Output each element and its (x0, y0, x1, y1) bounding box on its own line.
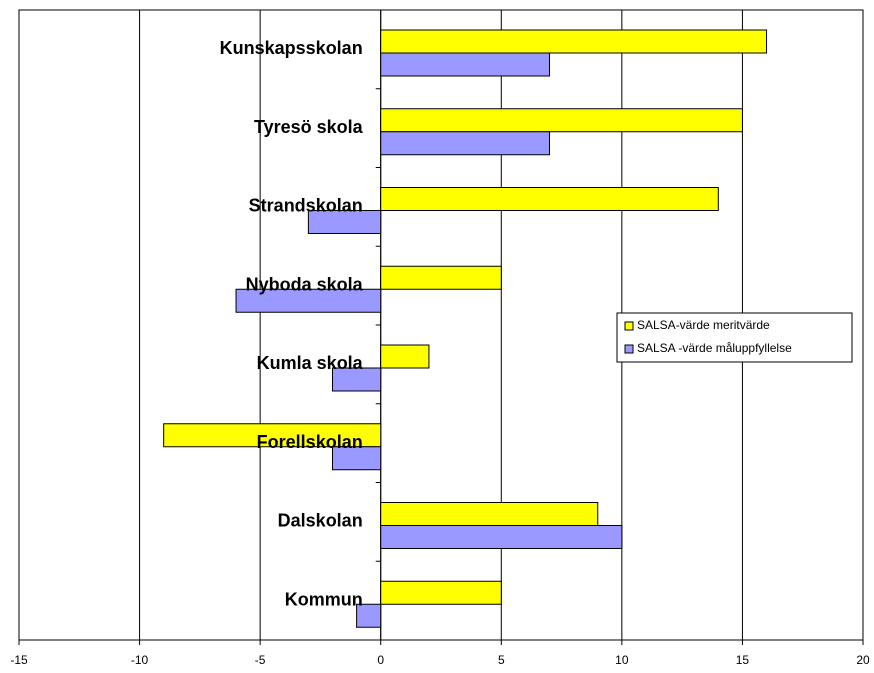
x-tick-label: -15 (10, 653, 28, 667)
bar (380, 108, 743, 133)
legend-swatch (624, 344, 634, 354)
category-label: Strandskolan (249, 196, 363, 216)
category-label: Nyboda skola (246, 274, 364, 294)
x-tick-label: 20 (856, 653, 870, 667)
legend-swatch (624, 321, 634, 331)
x-tick-label: 10 (615, 653, 629, 667)
plot-border (18, 9, 864, 641)
x-tick-label: -5 (255, 653, 266, 667)
legend-label: SALSA-värde meritvärde (637, 318, 770, 332)
x-tick-label: 5 (498, 653, 505, 667)
legend-box (616, 312, 853, 363)
category-label: Tyresö skola (254, 117, 364, 137)
bar (380, 344, 430, 369)
legend: SALSA-värde meritvärde SALSA -värde målup… (616, 312, 853, 363)
bar (380, 502, 599, 526)
category-label: Dalskolan (278, 511, 363, 531)
x-tick-label: 0 (377, 653, 384, 667)
x-tick-label: -10 (131, 653, 149, 667)
category-label: Kommun (285, 589, 363, 609)
category-label: Forellskolan (257, 432, 363, 452)
bar (235, 288, 382, 313)
bar (380, 52, 551, 77)
category-label: Kumla skola (257, 353, 364, 373)
bar (380, 580, 502, 605)
legend-label: SALSA -värde måluppfyllelse (637, 341, 792, 355)
bar (380, 131, 551, 156)
bar (380, 265, 502, 290)
bar (380, 187, 719, 211)
bar (307, 210, 382, 234)
category-label: Kunskapsskolan (220, 38, 363, 58)
bar (356, 603, 382, 628)
bar (331, 367, 382, 392)
bar (163, 423, 382, 448)
bar (380, 525, 623, 549)
bar (380, 29, 768, 54)
x-tick-label: 15 (736, 653, 750, 667)
bar (331, 446, 382, 471)
